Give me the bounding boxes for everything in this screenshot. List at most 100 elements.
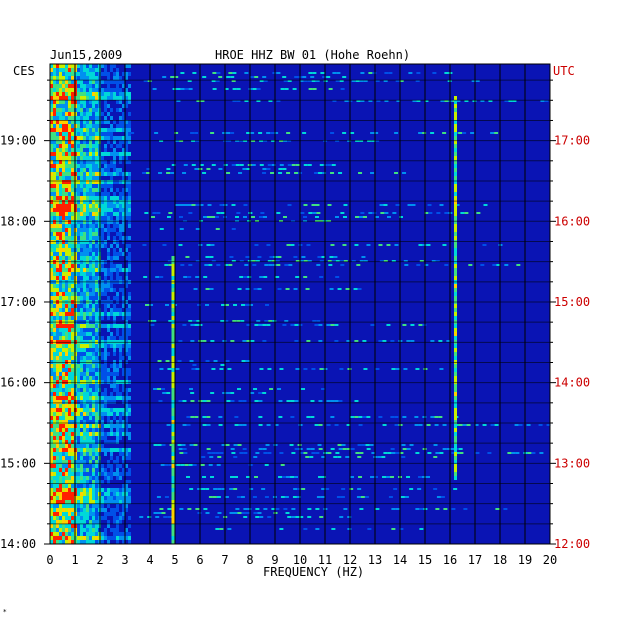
spectrogram-cell	[113, 492, 116, 496]
spectrogram-cell	[89, 420, 92, 424]
spectrogram-cell	[92, 248, 95, 252]
spectrogram-cell	[95, 236, 98, 240]
spectrogram-cell	[107, 448, 110, 452]
spectrogram-cell	[71, 208, 74, 212]
spectrogram-cell	[50, 460, 53, 464]
spectrogram-cell	[59, 224, 62, 228]
spectrogram-cell	[328, 88, 333, 90]
spectrogram-cell	[116, 76, 119, 80]
spectral-line-cell	[454, 332, 457, 336]
spectrogram-cell	[110, 412, 113, 416]
x-tick-label: 17	[468, 553, 482, 567]
spectrogram-cell	[71, 316, 74, 320]
spectrogram-cell	[290, 416, 295, 418]
spectrogram-cell	[83, 452, 86, 456]
spectral-line-cell	[454, 420, 457, 424]
spectrogram-cell	[113, 308, 116, 312]
spectrogram-cell	[89, 476, 92, 480]
spectrogram-cell	[171, 164, 176, 166]
spectrogram-cell	[50, 220, 53, 224]
spectrogram-cell	[415, 368, 420, 370]
spectrogram-cell	[119, 192, 122, 196]
spectrogram-cell	[71, 288, 74, 292]
spectrogram-cell	[68, 404, 71, 408]
spectrogram-cell	[68, 508, 71, 512]
spectral-line-cell	[454, 452, 457, 456]
spectrogram-cell	[150, 216, 155, 218]
spectrogram-cell	[77, 316, 80, 320]
spectrogram-cell	[380, 212, 385, 214]
spectrogram-cell	[110, 64, 113, 68]
spectrogram-cell	[77, 368, 80, 372]
spectrogram-cell	[113, 240, 116, 244]
spectrogram-cell	[202, 216, 207, 218]
spectrogram-cell	[125, 236, 128, 240]
spectrogram-cell	[503, 508, 508, 510]
spectrogram-cell	[89, 328, 92, 332]
spectrogram-cell	[107, 252, 110, 256]
spectrogram-cell	[56, 480, 59, 484]
spectrogram-cell	[62, 408, 65, 412]
spectrogram-cell	[68, 348, 71, 352]
spectrogram-cell	[86, 412, 89, 416]
spectrogram-cell	[83, 364, 86, 368]
spectrogram-cell	[125, 184, 128, 188]
spectrogram-cell	[203, 276, 208, 278]
spectrogram-cell	[219, 204, 224, 206]
spectrogram-cell	[386, 244, 391, 246]
spectrogram-cell	[372, 72, 377, 74]
spectrogram-cell	[50, 140, 53, 144]
spectrogram-cell	[426, 244, 431, 246]
spectrogram-cell	[68, 144, 71, 148]
spectrogram-cell	[95, 504, 98, 508]
spectrogram-cell	[257, 288, 262, 290]
spectrogram-cell	[77, 540, 80, 544]
spectrogram-cell	[218, 416, 223, 418]
spectrogram-cell	[56, 144, 59, 148]
spectrogram-cell	[62, 200, 65, 204]
spectrogram-cell	[71, 504, 74, 508]
spectrogram-cell	[92, 440, 95, 444]
spectrogram-cell	[95, 520, 98, 524]
x-tick-label: 0	[46, 553, 53, 567]
spectrogram-cell	[53, 508, 56, 512]
spectrogram-cell	[122, 448, 125, 452]
spectrogram-cell	[89, 156, 92, 160]
x-tick-label: 12	[343, 553, 357, 567]
spectrogram-cell	[95, 64, 98, 68]
spectrogram-cell	[113, 372, 116, 376]
spectrogram-cell	[83, 80, 86, 84]
spectrogram-cell	[92, 532, 95, 536]
spectrogram-cell	[128, 120, 131, 124]
spectrogram-cell	[101, 132, 104, 136]
spectrogram-cell	[53, 288, 56, 292]
spectrogram-cell	[116, 276, 119, 280]
spectrogram-cell	[77, 324, 80, 328]
spectrogram-cell	[92, 524, 95, 528]
spectrogram-cell	[128, 160, 131, 164]
spectrogram-cell	[110, 440, 113, 444]
spectrogram-cell	[86, 440, 89, 444]
spectral-line-cell	[171, 304, 175, 308]
spectrogram-cell	[357, 456, 362, 458]
spectrogram-cell	[62, 516, 65, 520]
spectrogram-cell	[89, 240, 92, 244]
spectrogram-cell	[116, 100, 119, 104]
spectrogram-cell	[50, 424, 53, 428]
spectrogram-cell	[59, 256, 62, 260]
spectrogram-cell	[62, 460, 65, 464]
spectrogram-cell	[104, 312, 107, 316]
spectrogram-cell	[104, 432, 107, 436]
spectrogram-cell	[56, 356, 59, 360]
spectrogram-cell	[53, 468, 56, 472]
spectrogram-cell	[233, 444, 238, 446]
spectrogram-cell	[89, 288, 92, 292]
spectrogram-cell	[65, 408, 68, 412]
spectrogram-cell	[424, 100, 429, 102]
spectrogram-cell	[230, 340, 235, 342]
spectrogram-cell	[116, 516, 119, 520]
spectrogram-cell	[125, 472, 128, 476]
spectrogram-cell	[83, 480, 86, 484]
spectrogram-cell	[83, 504, 86, 508]
spectrogram-cell	[116, 500, 119, 504]
